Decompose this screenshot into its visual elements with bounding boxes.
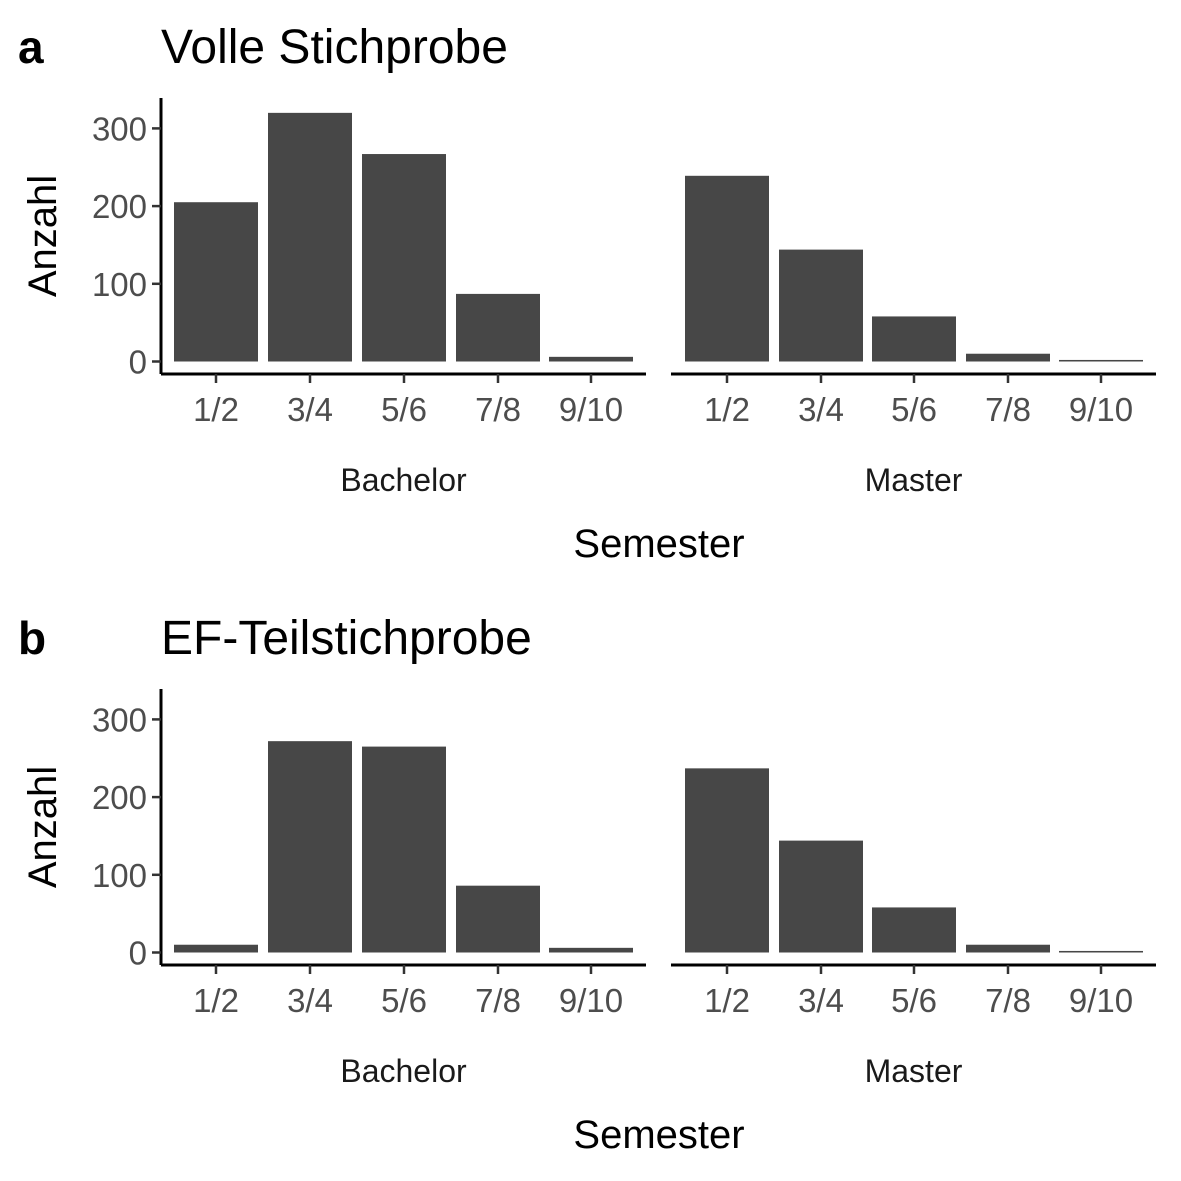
facet-label: Master: [865, 462, 963, 498]
panel-title: Volle Stichprobe: [161, 21, 508, 74]
panels: a Volle Stichprobe 1/2 3/4 5/6 7/8 9/10 Bachelo…: [18, 21, 1156, 1157]
x-tick-label: 1/2: [193, 391, 239, 428]
bar-master-1-2: [685, 768, 769, 953]
panel-a: a Volle Stichprobe 1/2 3/4 5/6 7/8 9/10 Bachelo…: [18, 21, 1156, 566]
x-tick-label: 5/6: [891, 982, 937, 1019]
bar-master-3-4: [779, 840, 863, 953]
bar-bachelor-5-6: [362, 746, 446, 953]
x-tick-label: 5/6: [891, 391, 937, 428]
bar-bachelor-1-2: [174, 202, 258, 362]
y-tick-label: 200: [92, 188, 147, 225]
y-tick-label: 0: [129, 935, 147, 972]
y-axis-title: Anzahl: [21, 766, 65, 888]
bar-master-7-8: [966, 944, 1050, 953]
bar-master-5-6: [872, 907, 956, 953]
x-tick-label: 3/4: [287, 391, 333, 428]
x-tick-label: 1/2: [193, 982, 239, 1019]
facet-label: Bachelor: [340, 1053, 467, 1089]
y-tick-label: 200: [92, 779, 147, 816]
x-tick-label: 9/10: [559, 391, 623, 428]
panel-letter: a: [18, 21, 44, 73]
facet-bachelor: 1/2 3/4 5/6 7/8 9/10 Bachelor 0 100 200 300: [92, 98, 646, 498]
x-tick-label: 9/10: [559, 982, 623, 1019]
x-tick-label: 5/6: [381, 391, 427, 428]
y-tick-label: 100: [92, 266, 147, 303]
bar-master-9-10: [1059, 950, 1143, 953]
bar-bachelor-7-8: [456, 885, 540, 953]
x-tick-label: 7/8: [985, 391, 1031, 428]
x-tick-label: 3/4: [798, 982, 844, 1019]
x-tick-label: 7/8: [985, 982, 1031, 1019]
panel-letter: b: [18, 612, 46, 664]
x-axis-title: Semester: [573, 1113, 744, 1157]
bar-master-1-2: [685, 175, 769, 362]
facet-master: 1/2 3/4 5/6 7/8 9/10 Master: [671, 768, 1156, 1089]
bar-master-7-8: [966, 353, 1050, 362]
bar-bachelor-5-6: [362, 154, 446, 362]
y-tick-label: 300: [92, 701, 147, 738]
y-tick-label: 100: [92, 857, 147, 894]
bar-bachelor-9-10: [549, 356, 633, 362]
y-tick-label: 0: [129, 344, 147, 381]
x-tick-label: 7/8: [475, 982, 521, 1019]
panel-title: EF-Teilstichprobe: [161, 612, 532, 665]
panel-b: b EF-Teilstichprobe 1/2 3/4 5/6 7/8 9/10 Bachel…: [18, 612, 1156, 1157]
x-tick-label: 3/4: [798, 391, 844, 428]
x-tick-label: 1/2: [704, 982, 750, 1019]
x-tick-label: 5/6: [381, 982, 427, 1019]
bar-master-9-10: [1059, 359, 1143, 362]
bar-bachelor-7-8: [456, 293, 540, 362]
x-axis-title: Semester: [573, 522, 744, 566]
x-tick-label: 9/10: [1069, 391, 1133, 428]
bar-bachelor-3-4: [268, 112, 352, 362]
x-tick-label: 3/4: [287, 982, 333, 1019]
facet-label: Master: [865, 1053, 963, 1089]
bar-bachelor-9-10: [549, 947, 633, 953]
x-tick-label: 1/2: [704, 391, 750, 428]
y-axis-title: Anzahl: [21, 175, 65, 297]
bar-bachelor-1-2: [174, 944, 258, 953]
facet-bachelor: 1/2 3/4 5/6 7/8 9/10 Bachelor 0 100 200 300: [92, 689, 646, 1089]
bar-master-3-4: [779, 249, 863, 362]
facet-master: 1/2 3/4 5/6 7/8 9/10 Master: [671, 175, 1156, 498]
bar-bachelor-3-4: [268, 741, 352, 953]
y-tick-label: 300: [92, 110, 147, 147]
x-tick-label: 7/8: [475, 391, 521, 428]
bar-master-5-6: [872, 316, 956, 362]
facet-label: Bachelor: [340, 462, 467, 498]
x-tick-label: 9/10: [1069, 982, 1133, 1019]
